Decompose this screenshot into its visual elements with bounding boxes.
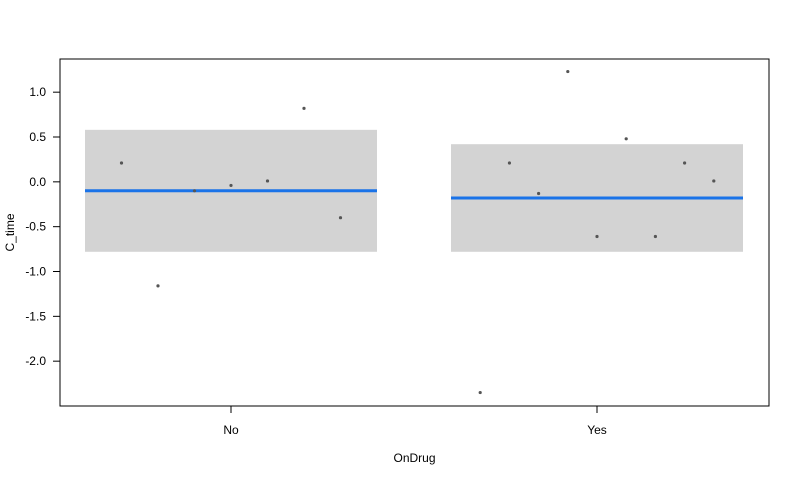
y-tick-label: -0.5	[25, 220, 46, 234]
residual-point	[265, 179, 270, 183]
y-tick-label: -1.5	[25, 309, 46, 323]
residual-point	[229, 183, 233, 188]
x-axis-title: OnDrug	[393, 451, 435, 465]
residual-point	[683, 161, 687, 165]
x-tick-label-yes: Yes	[587, 423, 607, 437]
x-tick-label-no: No	[223, 423, 239, 437]
residual-point	[566, 69, 570, 74]
residual-point	[595, 234, 599, 239]
residual-point	[507, 161, 511, 165]
plot-frame	[59, 58, 770, 407]
y-tick-label: -1.0	[25, 265, 46, 279]
residual-point	[624, 137, 628, 141]
residual-point	[478, 390, 482, 395]
y-tick-label: -2.0	[25, 354, 46, 368]
y-axis-title: C_time	[3, 213, 17, 251]
residual-point	[119, 161, 124, 165]
y-axis: 1.0 0.5 0.0 -0.5 -1.0 -1.5 -2.0	[25, 85, 60, 368]
residual-point	[156, 284, 160, 288]
x-axis: No Yes	[223, 406, 607, 437]
residual-point	[192, 189, 197, 193]
fit-lines	[85, 189, 743, 200]
residual-point	[712, 179, 716, 183]
residual-points	[119, 69, 716, 395]
residual-point	[302, 106, 306, 110]
y-tick-label: 1.0	[29, 85, 46, 99]
y-tick-label: 0.0	[29, 175, 46, 189]
residual-point	[653, 234, 658, 239]
residual-point	[537, 191, 541, 196]
residual-point	[338, 216, 343, 220]
y-tick-label: 0.5	[29, 130, 46, 144]
